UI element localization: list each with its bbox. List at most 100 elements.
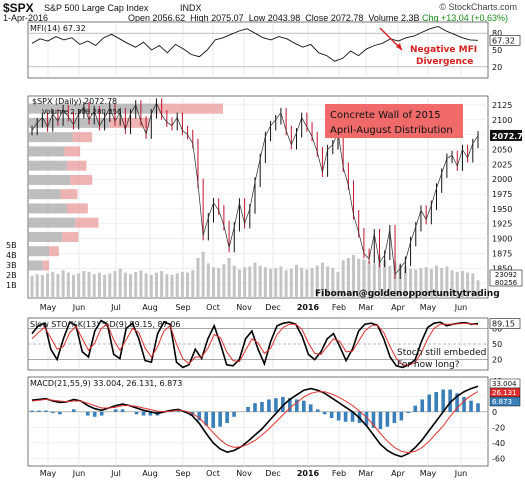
macd-histogram-bar — [427, 394, 432, 412]
panel-frame-mfi — [27, 21, 489, 79]
volume-bar — [435, 265, 439, 298]
volume-bar — [212, 267, 216, 298]
index-name: S&P 500 Large Cap Index — [44, 3, 149, 13]
price-panel-month-label: Mar — [358, 303, 374, 312]
x-axis-month-label: May — [420, 469, 437, 478]
sto-line-0 — [31, 319, 479, 369]
volume-bar — [341, 260, 345, 298]
volume-bar — [367, 261, 371, 298]
volume-bar — [455, 271, 459, 298]
macd-histogram-bar — [253, 403, 257, 412]
volume-value: 2.3B — [400, 13, 420, 23]
volume-bar — [326, 266, 330, 298]
mfi-value-badge — [489, 35, 521, 46]
volume-bar — [82, 271, 86, 298]
volume-bar — [123, 272, 127, 298]
volume-label: Volume — [368, 13, 399, 23]
macd-histogram-bar — [343, 411, 348, 422]
volume-by-price-bar — [28, 246, 50, 257]
mfi-annotation-line2: Divergence — [416, 57, 473, 67]
macd-histogram-bar — [197, 411, 202, 421]
volume-bar — [440, 268, 444, 298]
x-axis-month-label: Aug — [142, 469, 158, 478]
macd-histogram-bar — [281, 396, 285, 412]
volume-tick-label: 1B — [6, 281, 17, 290]
volume-bar — [414, 269, 418, 298]
volume-bar — [300, 268, 304, 298]
volume-bar — [232, 265, 236, 298]
volume-bar — [383, 260, 387, 298]
mfi-tick-label: 80 — [492, 29, 502, 38]
volume-value-badge — [489, 269, 523, 287]
macd-histogram-bar — [30, 410, 34, 412]
volume-bar — [419, 268, 423, 298]
volume-bar — [269, 268, 273, 298]
mfi-annotation-line1: Negative MFI — [410, 45, 477, 55]
volume-bar — [165, 274, 169, 298]
macd-histogram-bar — [322, 411, 327, 415]
macd-histogram-bar — [308, 404, 313, 412]
volume-bar — [201, 251, 205, 298]
macd-histogram-bar — [274, 398, 278, 412]
price-tick-label: 1900 — [492, 235, 512, 244]
price-panel-month-label: Apr — [391, 303, 406, 312]
price-tick-label: 1925 — [492, 220, 512, 229]
x-axis-month-label: Jun — [72, 469, 86, 478]
macd-tick-label: -20 — [492, 423, 505, 432]
panel-frame-macd — [27, 376, 489, 467]
macd-histogram-bar — [392, 411, 397, 423]
volume-bar — [40, 274, 44, 298]
volume-bar — [56, 274, 60, 298]
price-tick-label: 2050 — [492, 145, 512, 154]
macd-histogram-bar — [399, 411, 404, 421]
volume-bar — [450, 270, 454, 298]
volume-tick-label: 2B — [6, 271, 17, 280]
volume-by-price-bar-down — [42, 260, 50, 271]
x-axis-month-label: May — [40, 469, 57, 478]
volume-bar — [253, 262, 257, 298]
volume-bar — [61, 270, 65, 298]
volume-bar — [372, 264, 376, 298]
macd-histogram-bar — [413, 405, 418, 412]
macd-histogram-bar — [301, 400, 306, 412]
macd-histogram-bar — [211, 411, 215, 428]
price-panel-month-label: May — [40, 303, 57, 312]
volume-bar — [258, 265, 262, 298]
volume-bar — [362, 259, 366, 298]
macd-histogram-bar — [85, 411, 90, 416]
low-label: Low — [248, 13, 266, 23]
mfi-tick-label: 20 — [492, 63, 502, 72]
x-axis-month-label: Mar — [358, 469, 374, 478]
high-label: High — [190, 13, 209, 23]
volume-bar — [139, 270, 143, 298]
macd-histogram-bar — [204, 411, 209, 426]
open-label: Open — [128, 13, 151, 23]
macd-histogram-bar — [371, 411, 376, 428]
macd-histogram-bar — [232, 411, 236, 417]
macd-histogram-bar — [267, 399, 271, 412]
macd-line-0 — [31, 385, 479, 458]
volume-bar — [87, 271, 91, 298]
price-panel-month-label: Dec — [265, 303, 280, 312]
volume-bar — [393, 261, 397, 298]
volume-bar — [476, 280, 480, 298]
volume-by-price-bar — [28, 146, 65, 157]
volume-bar — [154, 272, 158, 298]
volume-bar — [180, 271, 184, 298]
volume-bar — [352, 254, 356, 298]
volume-by-price-bar — [28, 217, 76, 228]
volume-bar — [315, 265, 319, 298]
volume-by-price-bar-down — [67, 160, 87, 171]
volume-bar — [248, 266, 252, 298]
macd-histogram-bar — [350, 411, 355, 422]
macd-histogram-bar — [37, 410, 41, 412]
concrete-wall-annotation-box — [325, 104, 463, 138]
volume-by-price-bar-down — [62, 231, 79, 242]
macd-histogram-bar — [246, 406, 250, 412]
volume-bar — [144, 273, 148, 298]
date-label: 1-Apr-2016 — [3, 13, 49, 23]
macd-histogram-bar — [448, 389, 452, 412]
x-axis-month-label: Nov — [236, 469, 252, 478]
x-axis-month-label: Dec — [265, 469, 280, 478]
